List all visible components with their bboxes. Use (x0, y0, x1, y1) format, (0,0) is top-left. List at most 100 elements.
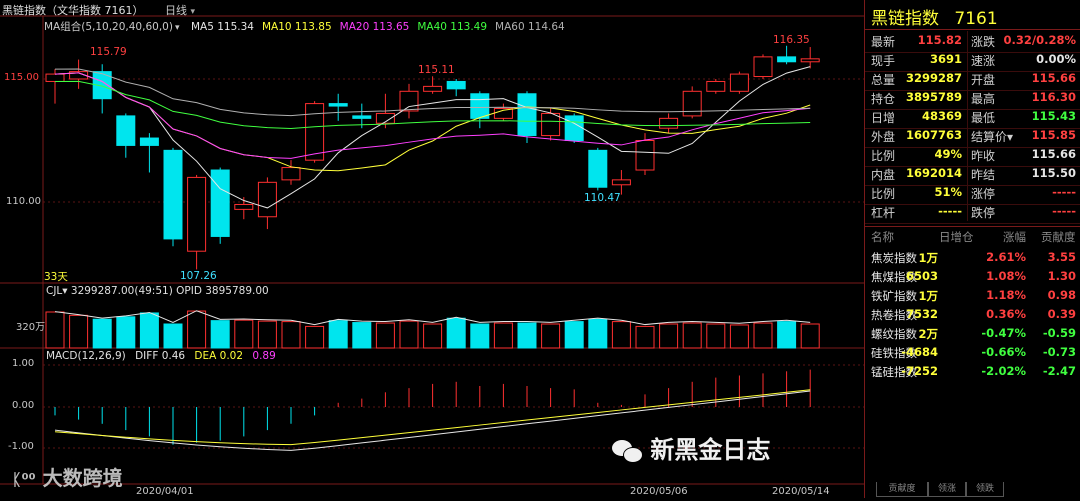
quote-value: 48369 (921, 109, 962, 123)
kline-svg[interactable] (0, 0, 864, 498)
quote-value: 3691 (929, 52, 962, 66)
macd-value: 0.89 (252, 350, 276, 362)
quote-key: 现手 (871, 54, 896, 68)
price-axis-110: 110.00 (6, 196, 41, 207)
related-name[interactable]: 铁矿指数 (871, 289, 917, 303)
tab-leading-up[interactable]: 领涨 (928, 482, 966, 497)
related-pct: -2.02% (981, 364, 1026, 378)
watermark-right: 新黑金日志 (612, 430, 770, 465)
tab-leading-down[interactable]: 领跌 (966, 482, 1004, 497)
macd-dea-line (54, 389, 811, 446)
quote-value: 49% (934, 147, 962, 161)
related-row[interactable]: 锰硅指数 -7252 -2.02% -2.47 (865, 363, 1080, 382)
label-high-right: 116.35 (773, 34, 810, 46)
quote-key: 昨结 (971, 168, 996, 182)
quote-key: 最高 (971, 92, 996, 106)
related-row[interactable]: 螺纹指数 2万 -0.47% -0.59 (865, 325, 1080, 344)
related-inc: 1万 (918, 251, 938, 265)
volume-bar (352, 322, 372, 349)
quote-row: 总量 3299287 开盘 115.66 (865, 69, 1080, 91)
volume-bar (541, 323, 561, 349)
volume-bar (800, 323, 820, 349)
related-name[interactable]: 焦炭指数 (871, 251, 917, 265)
volume-bar (399, 320, 419, 349)
related-contrib: -0.59 (1042, 326, 1076, 340)
related-row[interactable]: 硅铁指数 -4684 -0.66% -0.73 (865, 344, 1080, 363)
kline-chart-area[interactable]: 黑链指数（文华指数 7161） 日线 ▾ MA组合(5,10,20,40,60,… (0, 0, 864, 498)
ma-legend-item: MA20 113.65 (339, 21, 410, 33)
candle-body (375, 112, 395, 124)
quote-key: 内盘 (871, 168, 896, 182)
label-mid-high: 115.11 (418, 64, 455, 76)
candle-body (800, 58, 820, 63)
macd-diff-line (54, 390, 811, 451)
related-row[interactable]: 焦炭指数 1万 2.61% 3.55 (865, 249, 1080, 268)
candle-body (659, 117, 679, 129)
label-high-left: 115.79 (90, 46, 127, 58)
ma-group-label[interactable]: MA组合(5,10,20,40,60,0) (44, 21, 173, 33)
volume-bar (187, 310, 207, 349)
ma-chevron-icon[interactable]: ▾ (174, 23, 180, 33)
volume-bar (706, 323, 726, 349)
quote-key: 日增 (871, 111, 896, 125)
quote-row: 日增 48369 最低 115.43 (865, 107, 1080, 129)
quote-row: 现手 3691 速涨 0.00% (865, 50, 1080, 72)
open-interest-line (54, 310, 811, 326)
quote-key: 总量 (871, 73, 896, 87)
related-contrib: -0.73 (1042, 345, 1076, 359)
related-col-inc: 日增仓 (939, 230, 974, 244)
related-name[interactable]: 锰硅指数 (871, 365, 917, 379)
quote-value: 3299287 (905, 71, 962, 85)
macd-diff: DIFF 0.46 (135, 350, 186, 362)
ma-line-60 (54, 68, 811, 117)
related-contrib: 1.30 (1047, 269, 1076, 283)
related-row[interactable]: 焦煤指数 6503 1.08% 1.30 (865, 268, 1080, 287)
quote-key: 杠杆 (871, 206, 896, 220)
candle-body (399, 90, 419, 112)
period-chevron-icon[interactable]: ▾ (190, 7, 196, 17)
macd-name[interactable]: MACD(12,26,9) (46, 350, 126, 362)
related-inc: 6503 (905, 269, 938, 283)
quote-value: 115.66 (1031, 71, 1076, 85)
related-name[interactable]: 硅铁指数 (871, 346, 917, 360)
candle-body (234, 203, 254, 210)
related-row[interactable]: 铁矿指数 1万 1.18% 0.98 (865, 287, 1080, 306)
volume-bar (45, 311, 65, 349)
candle-body (116, 115, 136, 146)
volume-bar (69, 314, 89, 349)
volume-bar (777, 321, 797, 349)
volume-axis-label: 320万 (16, 322, 46, 333)
volume-bar (92, 318, 112, 349)
date-label-2: 2020/05/06 (630, 486, 688, 497)
ma-legend-item: MA5 115.34 (190, 21, 254, 33)
quote-row: 持仓 3895789 最高 116.30 (865, 88, 1080, 110)
quote-key: 开盘 (971, 73, 996, 87)
divider (865, 29, 1080, 30)
candle-body (588, 149, 608, 188)
related-name[interactable]: 热卷指数 (871, 308, 917, 322)
ma-legend: MA组合(5,10,20,40,60,0) ▾ MA5 115.34 MA10 11… (44, 19, 573, 34)
related-name[interactable]: 焦煤指数 (871, 270, 917, 284)
macd-axis-neg1: -1.00 (8, 441, 34, 452)
volume-bar (588, 318, 608, 349)
candle-body (777, 56, 797, 63)
period-selector[interactable]: 日线 (165, 4, 187, 17)
volume-bar (659, 323, 679, 349)
candle-body (352, 115, 372, 119)
related-row[interactable]: 热卷指数 7532 0.36% 0.39 (865, 306, 1080, 325)
related-inc: -7252 (901, 364, 938, 378)
quote-value: 1607763 (905, 128, 962, 142)
related-name[interactable]: 螺纹指数 (871, 327, 917, 341)
quote-key[interactable]: 结算价▾ (971, 130, 1014, 144)
quote-title: 黑链指数 7161 (871, 4, 998, 29)
tab-contribution[interactable]: 贡献度 (876, 482, 928, 497)
watermark-left-text: 大数跨境 (42, 466, 123, 490)
related-inc: 7532 (905, 307, 938, 321)
volume-header[interactable]: CJL▾ 3299287.00(49:51) OPID 3895789.00 (46, 285, 269, 297)
quote-row: 比例 49% 昨收 115.66 (865, 145, 1080, 167)
related-pct: 1.08% (986, 269, 1026, 283)
quote-key: 速涨 (971, 54, 996, 68)
quote-row: 外盘 1607763 结算价▾ 115.85 (865, 126, 1080, 148)
quote-title-name: 黑链指数 (871, 9, 939, 29)
candle-body (729, 73, 749, 92)
